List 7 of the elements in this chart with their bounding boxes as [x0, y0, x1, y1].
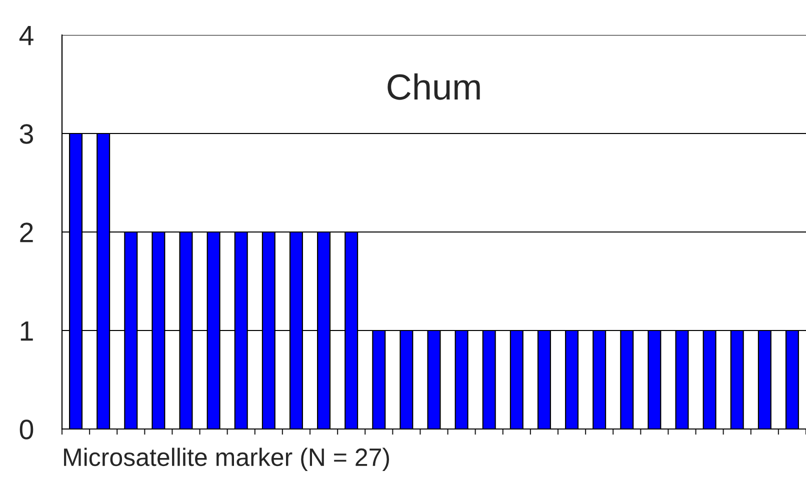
y-tick-label: 0 — [20, 420, 34, 440]
y-tick-label: 4 — [19, 26, 34, 46]
y-tick-label: 2 — [20, 222, 33, 242]
y-tick-label: 3 — [20, 124, 34, 144]
text: Chum — [388, 73, 480, 100]
x-axis-title: Microsatellite marker (N = 27) — [64, 448, 389, 472]
y-tick-label: 1 — [20, 321, 33, 341]
